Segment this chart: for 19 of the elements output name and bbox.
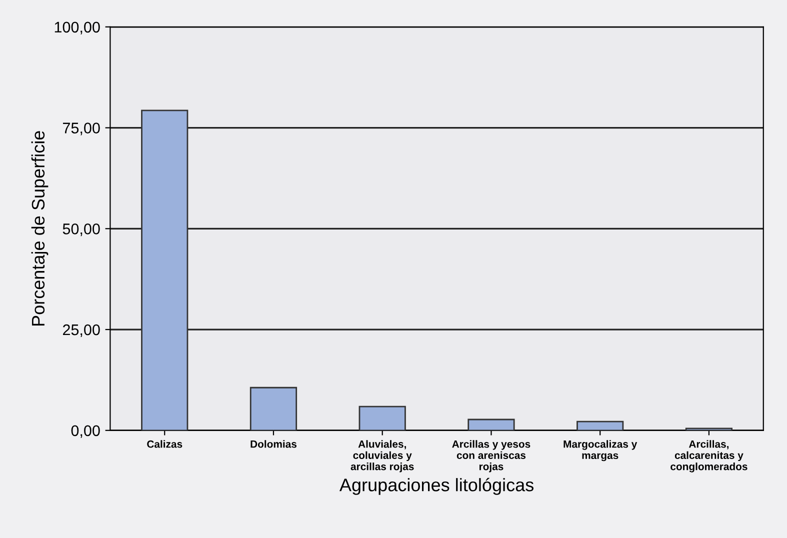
x-tick-label: Calizas: [147, 440, 182, 448]
x-tick-label: Arcillas, calcarenitas y conglomerados: [670, 440, 748, 472]
x-tick-label: Dolomias: [250, 440, 296, 448]
x-tick-label: Arcillas y yesos con areniscas rojas: [452, 440, 530, 472]
x-tick-label: Margocalizas y margas: [564, 440, 638, 462]
bar: [685, 428, 733, 430]
bar: [250, 386, 298, 430]
y-axis-title: Porcentaje de Superficie: [31, 131, 48, 326]
x-tick-label: Aluviales, coluviales y arcillas rojas: [350, 440, 414, 472]
y-tick-label: 25,00: [63, 324, 100, 338]
y-tick-label: 50,00: [62, 224, 100, 236]
bar: [576, 420, 624, 430]
x-axis-title: Agrupaciones litológicas: [339, 478, 534, 495]
bar: [468, 418, 515, 430]
y-tick-label: 0,00: [71, 425, 100, 438]
bar: [358, 406, 406, 430]
y-tick-label: 100,00: [54, 22, 100, 34]
y-tick-label: 75,00: [63, 122, 100, 136]
bar: [141, 110, 188, 430]
